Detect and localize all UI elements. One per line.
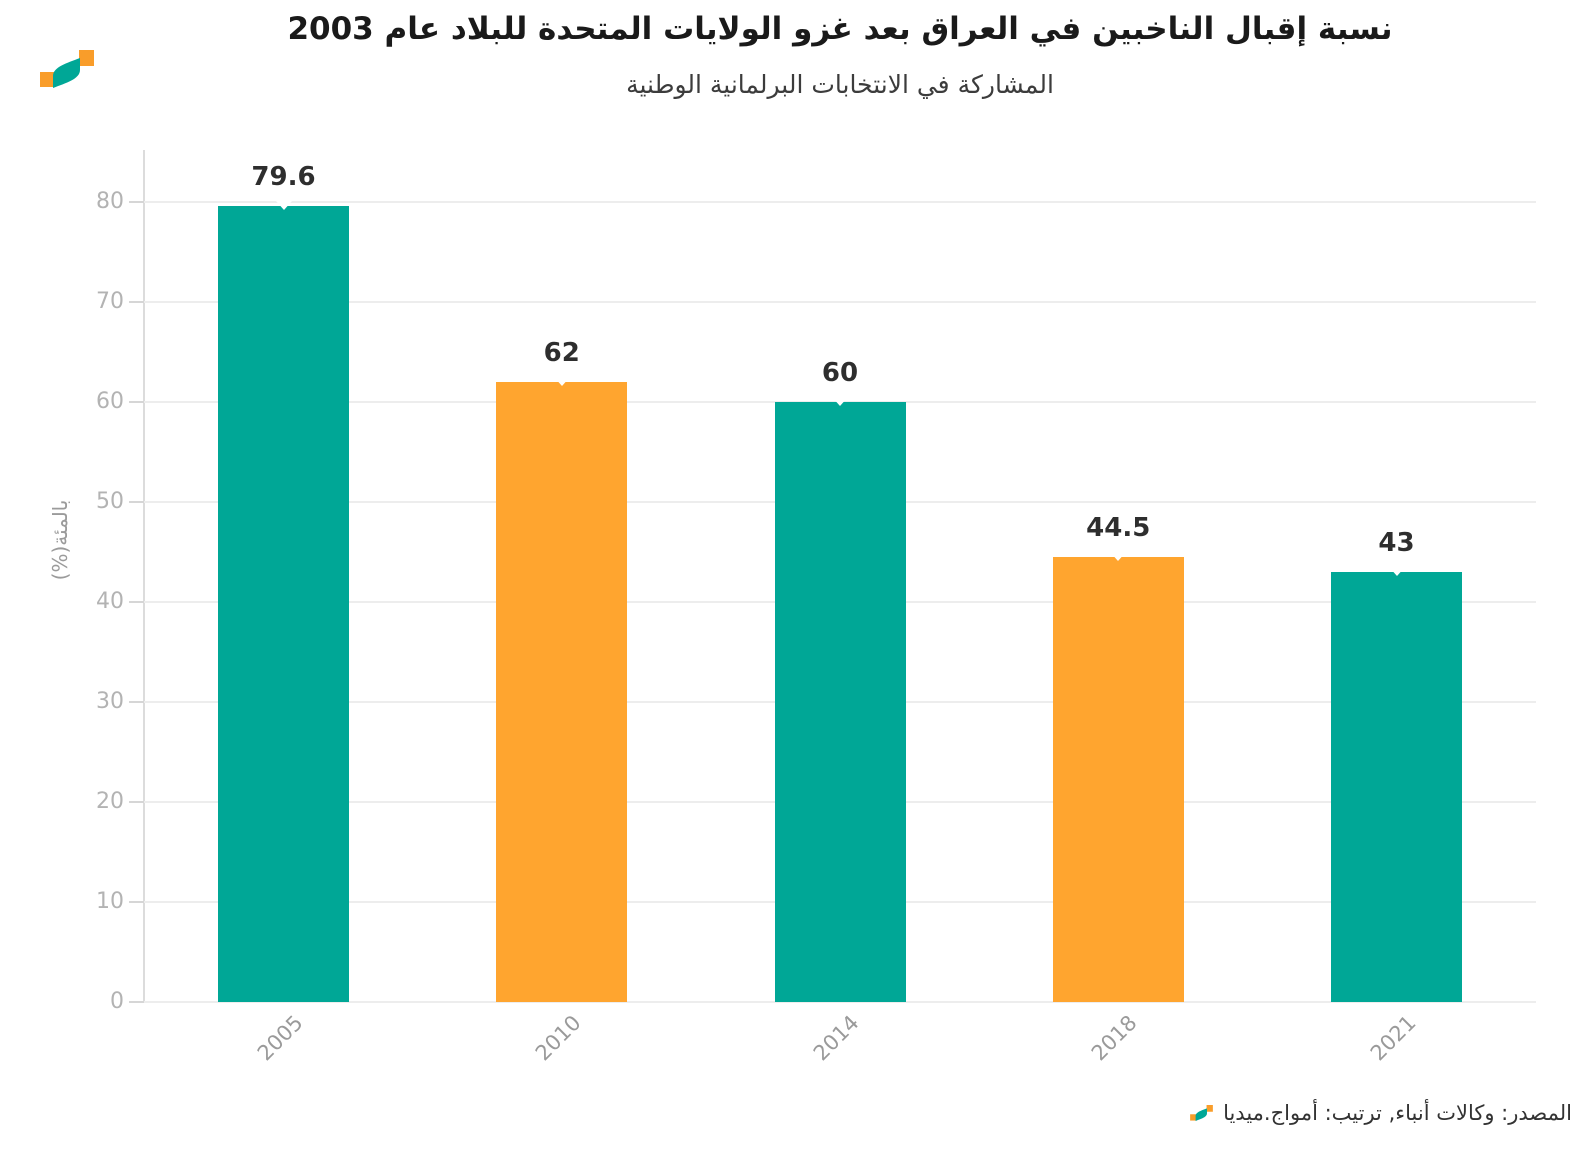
value-label-2014: 60 [821,358,859,388]
value-label-pointer [1388,567,1405,576]
y-tick-mark-40 [129,601,144,603]
bar-2018[interactable] [1052,557,1184,1002]
y-tick-mark-80 [129,201,144,203]
source-text: المصدر: وكالات أنباء, ترتيب: أمواج.ميديا [1223,1101,1572,1125]
y-tick-label-10: 10 [96,889,124,914]
x-tick-label-2005: 2005 [252,1010,308,1066]
amwaj-logo-small-icon [1190,1105,1213,1121]
x-tick-label-2018: 2018 [1087,1010,1142,1066]
bar-2010[interactable] [496,382,628,1002]
value-label-2010: 62 [543,338,580,368]
y-tick-label-70: 70 [96,289,124,314]
gridline-0 [144,1001,1536,1003]
bar-2005[interactable] [218,206,349,1002]
value-label-pointer [553,377,570,386]
amwaj-logo-icon [40,50,94,88]
value-label-pointer [832,397,848,406]
value-label-2005: 79.6 [251,162,316,192]
logo-orange-square-left [40,72,55,87]
gridline-80 [144,201,1536,203]
y-tick-label-80: 80 [96,189,124,214]
y-axis-line [143,150,145,1002]
chart-subtitle: المشاركة في الانتخابات البرلمانية الوطني… [626,70,1054,99]
logo-wave-icon [1195,1108,1208,1121]
value-label-2018: 44.5 [1086,513,1151,543]
y-tick-mark-30 [129,701,144,703]
x-tick-label-2014: 2014 [808,1010,864,1066]
y-tick-label-40: 40 [96,589,124,614]
x-tick-label-2021: 2021 [1365,1010,1421,1066]
value-label-2021: 43 [1378,528,1415,558]
footer: المصدر: وكالات أنباء, ترتيب: أمواج.ميديا [1190,1101,1572,1125]
y-tick-mark-60 [129,401,144,403]
plot-area: 0 10 20 30 40 50 60 70 80 79.6 2005 62 2010 60 2014 44.… [96,150,1536,1065]
logo-orange-square-right [1206,1105,1213,1112]
x-tick-label-2010: 2010 [530,1010,586,1066]
value-label-pointer [1110,552,1127,561]
chart-title: نسبة إقبال الناخبين في العراق بعد غزو ال… [287,11,1393,47]
y-tick-mark-50 [129,501,144,503]
bar-2021[interactable] [1331,572,1462,1002]
y-tick-mark-10 [129,901,144,903]
logo-orange-square-right [79,50,94,66]
y-axis-label: بالمئة(%) [48,499,72,581]
y-tick-mark-0 [129,1001,144,1003]
y-tick-mark-20 [129,801,144,803]
y-tick-label-30: 30 [96,689,124,714]
y-tick-label-20: 20 [96,789,124,814]
value-label-pointer [275,201,292,210]
logo-wave-icon [53,58,80,88]
gridline-70 [144,301,1536,303]
logo-orange-square-left [1190,1114,1197,1121]
y-tick-label-0: 0 [110,989,124,1014]
y-tick-mark-70 [129,301,144,303]
y-tick-label-50: 50 [96,489,124,514]
bar-2014[interactable] [774,402,906,1002]
y-tick-label-60: 60 [96,389,124,414]
